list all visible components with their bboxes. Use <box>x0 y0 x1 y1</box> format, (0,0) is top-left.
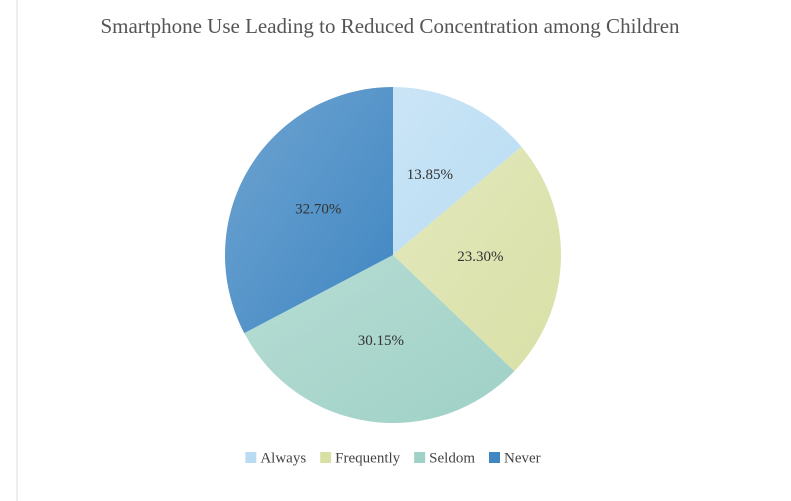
data-label: 30.15% <box>358 333 404 349</box>
data-label: 23.30% <box>457 249 503 265</box>
chart-title: Smartphone Use Leading to Reduced Concen… <box>100 14 680 38</box>
legend: Always Frequently Seldom Never <box>245 450 541 466</box>
legend-label: Seldom <box>429 450 475 466</box>
legend-swatch <box>245 452 257 463</box>
pie-slice <box>393 146 561 372</box>
legend-label: Never <box>504 450 541 466</box>
legend-swatch <box>489 452 501 463</box>
pie-slice <box>224 87 393 334</box>
legend-swatch <box>414 452 426 463</box>
legend-label: Always <box>260 450 306 466</box>
legend-swatch <box>320 452 332 463</box>
data-label: 32.70% <box>295 201 341 217</box>
pie-slice <box>244 255 515 424</box>
legend-label: Frequently <box>335 450 400 466</box>
pie-slice <box>393 87 522 255</box>
data-label: 13.85% <box>407 167 453 183</box>
